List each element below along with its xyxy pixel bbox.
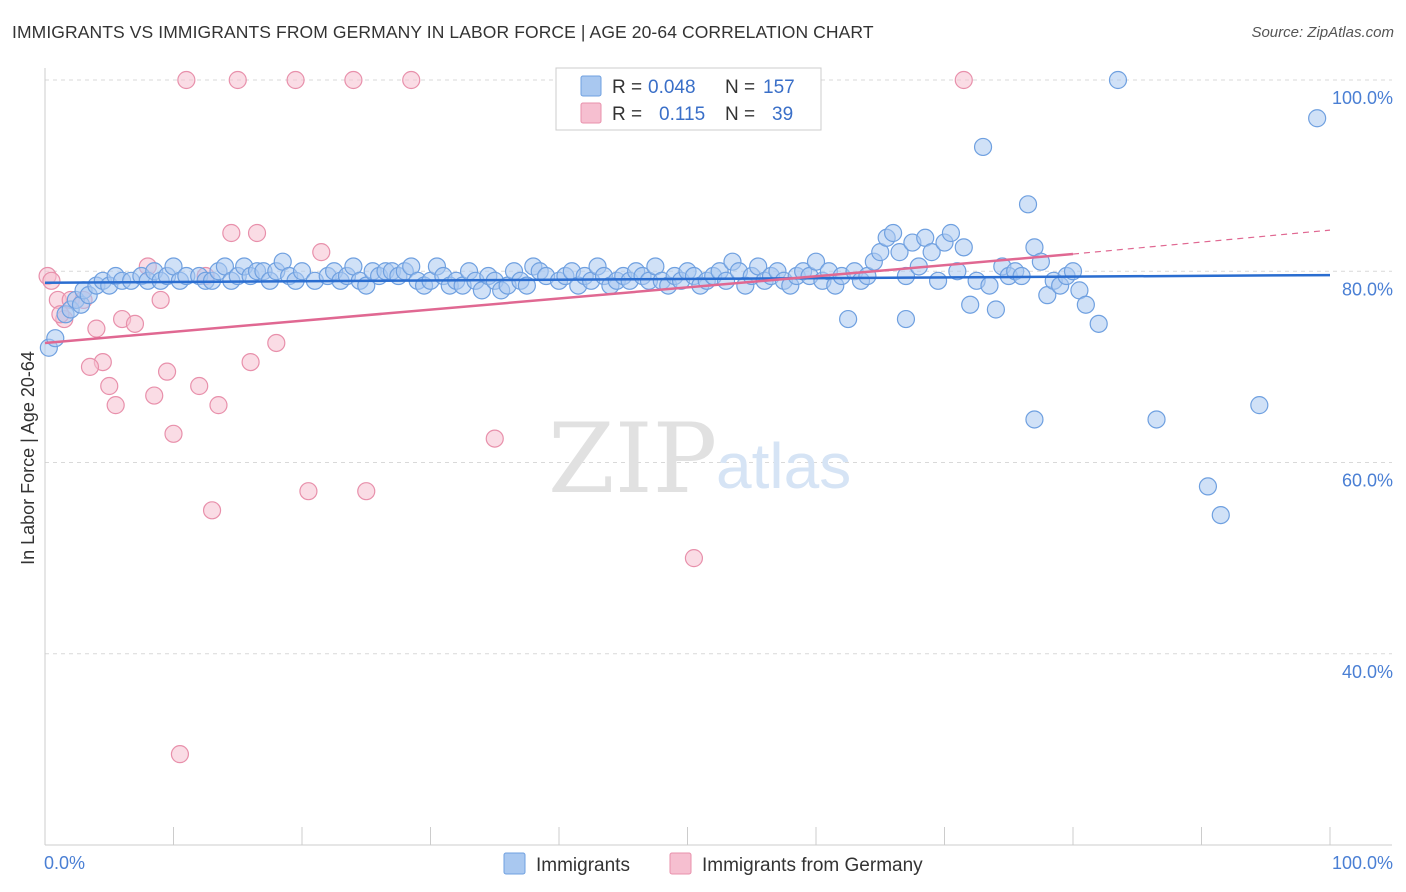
tick-labels: 100.0% 80.0% 60.0% 40.0% 0.0% 100.0%	[44, 88, 1393, 873]
legend-n-label-1: N =	[725, 77, 755, 98]
germany-point	[202, 501, 222, 520]
germany-point	[247, 223, 267, 243]
germany-point	[241, 352, 260, 372]
immigrants-point	[941, 223, 961, 243]
immigrants-point	[1108, 70, 1128, 90]
germany-point	[125, 314, 145, 333]
immigrants-point	[890, 243, 909, 262]
germany-point	[344, 70, 363, 90]
immigrants-point	[1211, 505, 1230, 525]
immigrants-point	[46, 329, 65, 348]
immigrants-point	[1147, 410, 1166, 429]
series-germany-points	[38, 70, 973, 764]
germany-point	[684, 549, 704, 568]
bottom-legend: Immigrants Immigrants from Germany	[503, 852, 923, 876]
legend-n-value-1: 157	[763, 77, 795, 98]
immigrants-point	[883, 223, 903, 243]
legend-pink-swatch	[580, 102, 602, 124]
germany-point	[145, 386, 164, 405]
immigrants-point	[986, 300, 1006, 319]
source-note: Source: ZipAtlas.com	[1251, 24, 1394, 41]
immigrants-point	[1089, 314, 1108, 333]
germany-point	[267, 333, 286, 353]
immigrants-point	[980, 276, 999, 295]
germany-point	[106, 396, 125, 415]
germany-point	[286, 70, 305, 90]
legend-r-value-1: 0.048	[648, 77, 696, 98]
immigrants-point	[806, 252, 826, 271]
immigrants-point	[1025, 410, 1044, 429]
immigrants-trend-line	[44, 273, 1331, 284]
axes	[44, 68, 1392, 846]
germany-point	[209, 396, 228, 415]
germany-point	[177, 70, 196, 90]
immigrants-point	[1198, 477, 1218, 496]
immigrants-point	[517, 276, 536, 295]
correlation-legend: R = 0.048 N = 157 R = 0.115 N = 39	[555, 67, 822, 131]
immigrants-point	[292, 262, 312, 281]
germany-point	[87, 319, 106, 338]
legend-blue-swatch	[580, 75, 602, 97]
germany-point	[100, 376, 119, 396]
y-axis-label: In Labor Force | Age 20-64	[18, 351, 38, 565]
trend-lines	[44, 229, 1331, 345]
watermark-atlas: atlas	[716, 430, 851, 502]
legend-r-label-1: R =	[612, 77, 642, 98]
watermark: ZIP atlas	[548, 403, 851, 515]
germany-point	[954, 70, 973, 90]
immigrants-point	[922, 243, 941, 262]
legend-r-value-2: 0.115	[659, 104, 705, 125]
germany-point	[42, 271, 61, 290]
germany-point	[357, 482, 376, 501]
germany-point	[151, 290, 170, 310]
germany-point	[170, 745, 190, 764]
legend-n-label-2: N =	[725, 104, 755, 125]
immigrants-point	[954, 238, 973, 257]
y-tick-label: 100.0%	[1332, 88, 1393, 108]
y-tick-label: 40.0%	[1342, 662, 1393, 682]
immigrants-point	[973, 137, 993, 157]
immigrants-point	[1308, 109, 1327, 128]
bottom-legend-germany: Immigrants from Germany	[702, 855, 923, 876]
germany-point	[299, 482, 318, 501]
legend-n-value-2: 39	[772, 104, 793, 125]
germany-point	[80, 357, 100, 376]
watermark-zip: ZIP	[548, 403, 717, 515]
immigrants-point	[928, 271, 948, 290]
chart-title: IMMIGRANTS VS IMMIGRANTS FROM GERMANY IN…	[12, 22, 874, 42]
bottom-legend-blue-swatch	[503, 852, 526, 875]
immigrants-point	[961, 295, 980, 314]
germany-point	[164, 424, 183, 443]
germany-point	[157, 362, 177, 381]
immigrants-point	[896, 309, 916, 329]
immigrants-point	[1018, 195, 1038, 214]
germany-point	[402, 70, 421, 90]
legend-r-label-2: R =	[612, 104, 642, 125]
germany-trend-line	[44, 252, 1074, 345]
y-tick-label: 60.0%	[1342, 471, 1393, 491]
germany-point	[312, 243, 331, 262]
immigrants-point	[1076, 295, 1095, 314]
x-tick-label: 0.0%	[44, 853, 85, 873]
y-tick-label: 80.0%	[1342, 279, 1393, 299]
immigrants-point	[839, 309, 858, 329]
germany-point	[485, 429, 504, 448]
x-tick-label: 100.0%	[1332, 853, 1393, 873]
immigrants-point	[948, 262, 967, 281]
germany-point	[222, 223, 241, 243]
germany-trend-extension	[1072, 229, 1331, 255]
bottom-legend-pink-swatch	[669, 852, 692, 875]
immigrants-point	[1250, 396, 1269, 415]
bottom-legend-immigrants: Immigrants	[536, 855, 630, 876]
germany-point	[190, 376, 209, 396]
germany-point	[228, 70, 247, 90]
